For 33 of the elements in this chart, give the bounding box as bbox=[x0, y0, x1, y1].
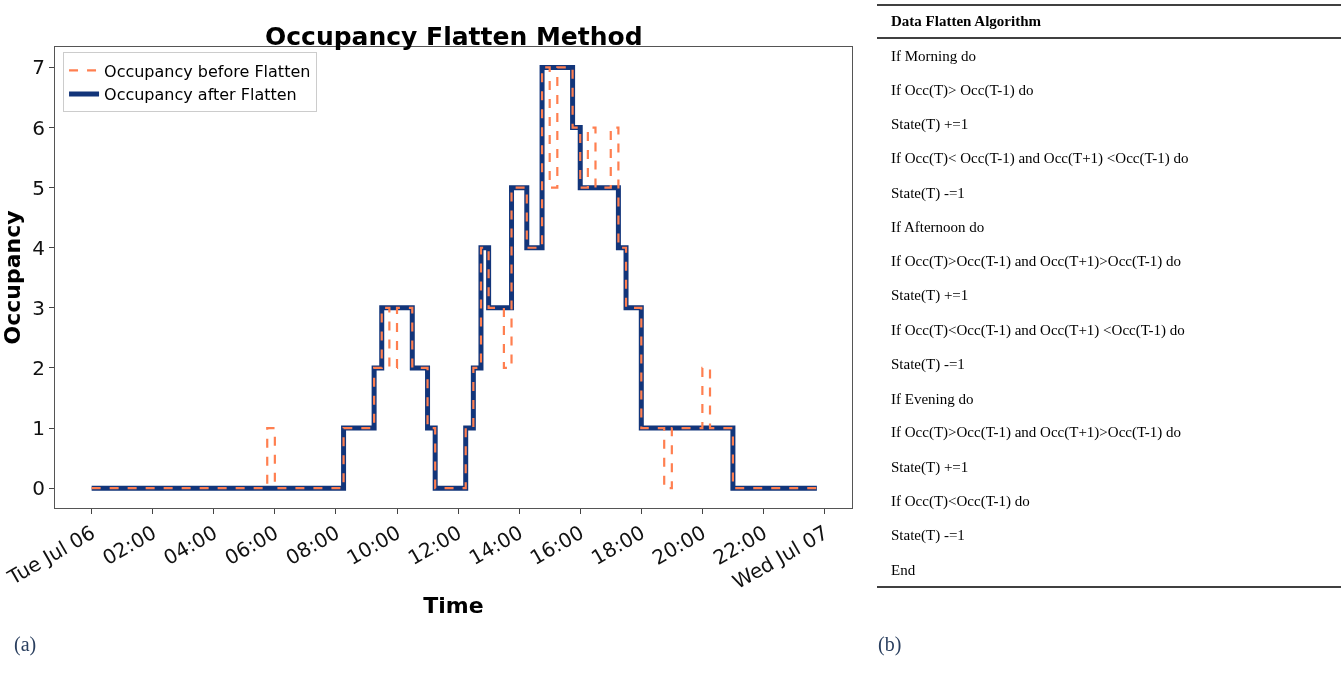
text: State(T) -=1 bbox=[891, 185, 965, 202]
y-axis-title: Occupancy bbox=[0, 210, 25, 345]
x-tick-label: Tue Jul 06 bbox=[2, 520, 100, 590]
x-axis-title: Time bbox=[423, 592, 484, 618]
text: State(T) -=1 bbox=[891, 356, 965, 373]
y-tick-label: 0 bbox=[32, 476, 45, 501]
y-tick-label: 3 bbox=[32, 295, 45, 320]
text: State(T) +=1 bbox=[891, 459, 969, 476]
legend-label: Occupancy after Flatten bbox=[104, 85, 297, 105]
legend-label: Occupancy before Flatten bbox=[104, 61, 311, 81]
text: (a) bbox=[14, 633, 37, 656]
text: (b) bbox=[878, 633, 902, 656]
text: If Occ(T)<Occ(T-1) and Occ(T+1) <Occ(T-1) do bbox=[891, 322, 1185, 339]
text: End bbox=[891, 562, 916, 578]
y-tick-label: 6 bbox=[32, 115, 45, 140]
text: If Occ(T)<Occ(T-1) do bbox=[891, 493, 1030, 510]
y-tick-label: 1 bbox=[32, 416, 45, 441]
y-tick-label: 4 bbox=[32, 235, 45, 260]
y-tick-label: 2 bbox=[32, 355, 45, 380]
text: State(T) +=1 bbox=[891, 287, 969, 304]
text: If Occ(T)>Occ(T-1) and Occ(T+1)>Occ(T-1) do bbox=[891, 253, 1181, 270]
text: If Morning do bbox=[891, 48, 976, 64]
text: State(T) -=1 bbox=[891, 527, 965, 544]
text: If Afternoon do bbox=[891, 219, 985, 235]
text: Data Flatten Algorithm bbox=[891, 13, 1042, 29]
y-tick-label: 5 bbox=[32, 175, 45, 200]
y-tick-label: 7 bbox=[32, 55, 45, 80]
text: If Occ(T)>Occ(T-1) and Occ(T+1)>Occ(T-1) do bbox=[891, 424, 1181, 441]
text: If Occ(T)< Occ(T-1) and Occ(T+1) <Occ(T-1) do bbox=[891, 150, 1189, 167]
text: If Occ(T)> Occ(T-1) do bbox=[891, 82, 1034, 99]
chart-title: Occupancy Flatten Method bbox=[265, 22, 643, 51]
text: If Evening do bbox=[891, 391, 974, 407]
text: State(T) +=1 bbox=[891, 116, 969, 133]
